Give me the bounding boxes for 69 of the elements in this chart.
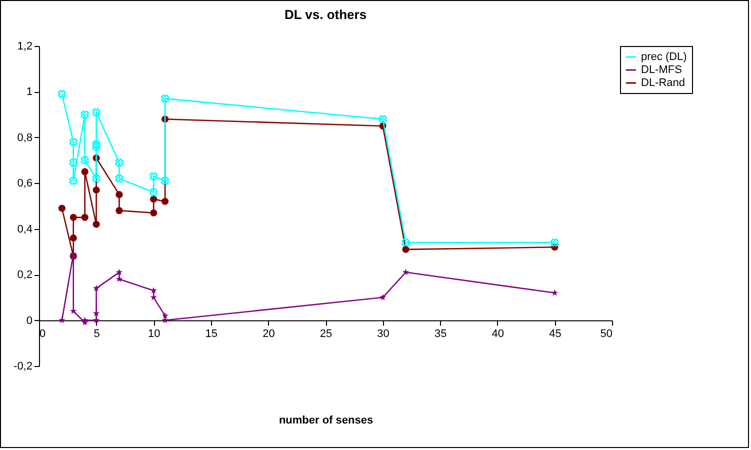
point	[402, 268, 410, 276]
point	[92, 140, 100, 148]
point	[149, 188, 158, 196]
point	[81, 316, 88, 324]
point	[160, 176, 170, 186]
x-tick-label: 15	[205, 328, 218, 340]
x-tick-label: 30	[377, 328, 390, 340]
point	[81, 214, 88, 221]
y-tick-label: 0,2	[17, 269, 32, 282]
y-tick-label: 0	[26, 314, 32, 327]
point	[150, 287, 157, 294]
point	[402, 238, 410, 247]
point	[58, 204, 66, 212]
point	[116, 276, 123, 282]
chart-title: DL vs. others	[284, 7, 367, 22]
point	[115, 174, 124, 183]
point	[162, 198, 169, 205]
point	[81, 168, 88, 176]
point	[92, 220, 100, 228]
point	[551, 289, 558, 296]
x-tick-label: 0	[40, 328, 46, 340]
point	[92, 142, 100, 151]
point	[70, 214, 77, 221]
point	[379, 294, 386, 300]
point	[550, 238, 559, 247]
x-tick-label: 5	[94, 328, 100, 340]
point	[160, 94, 170, 103]
point	[69, 138, 78, 146]
x-tick-label: 35	[434, 328, 447, 340]
y-tick-label: 0,4	[17, 223, 32, 236]
point	[70, 234, 77, 242]
point	[80, 156, 89, 164]
x-tick-label: 50	[600, 328, 612, 340]
y-tick-label: 0,6	[17, 178, 32, 190]
point	[402, 246, 410, 253]
point	[69, 176, 78, 186]
legend-label: DL-Rand	[641, 77, 686, 89]
point	[116, 268, 123, 276]
point	[150, 209, 158, 216]
x-axis-title: number of senses	[278, 414, 374, 426]
point	[92, 186, 100, 194]
point	[162, 312, 168, 319]
point	[149, 172, 158, 180]
point	[58, 316, 66, 324]
point	[70, 308, 77, 314]
point	[58, 90, 66, 98]
point	[92, 310, 100, 316]
point	[80, 110, 89, 119]
y-tick-label: 1,2	[17, 40, 32, 52]
point	[115, 158, 124, 167]
point	[69, 158, 78, 167]
point	[116, 207, 123, 214]
x-tick-label: 20	[262, 328, 275, 340]
point	[92, 108, 100, 116]
x-tick-label: 25	[320, 328, 332, 340]
y-tick-label: 0,8	[17, 132, 32, 144]
x-tick-label: 45	[549, 328, 562, 340]
point	[150, 196, 158, 203]
legend-label: prec (DL)	[641, 51, 687, 63]
point	[92, 316, 100, 324]
y-tick-label: 1	[26, 86, 32, 98]
point	[92, 284, 100, 292]
legend-label: DL-MFS	[641, 64, 682, 76]
y-tick-label: -0,2	[14, 360, 32, 372]
point	[92, 174, 100, 183]
point	[378, 114, 387, 124]
point	[116, 191, 123, 198]
x-tick-label: 40	[492, 328, 504, 340]
x-tick-label: 10	[148, 328, 160, 340]
